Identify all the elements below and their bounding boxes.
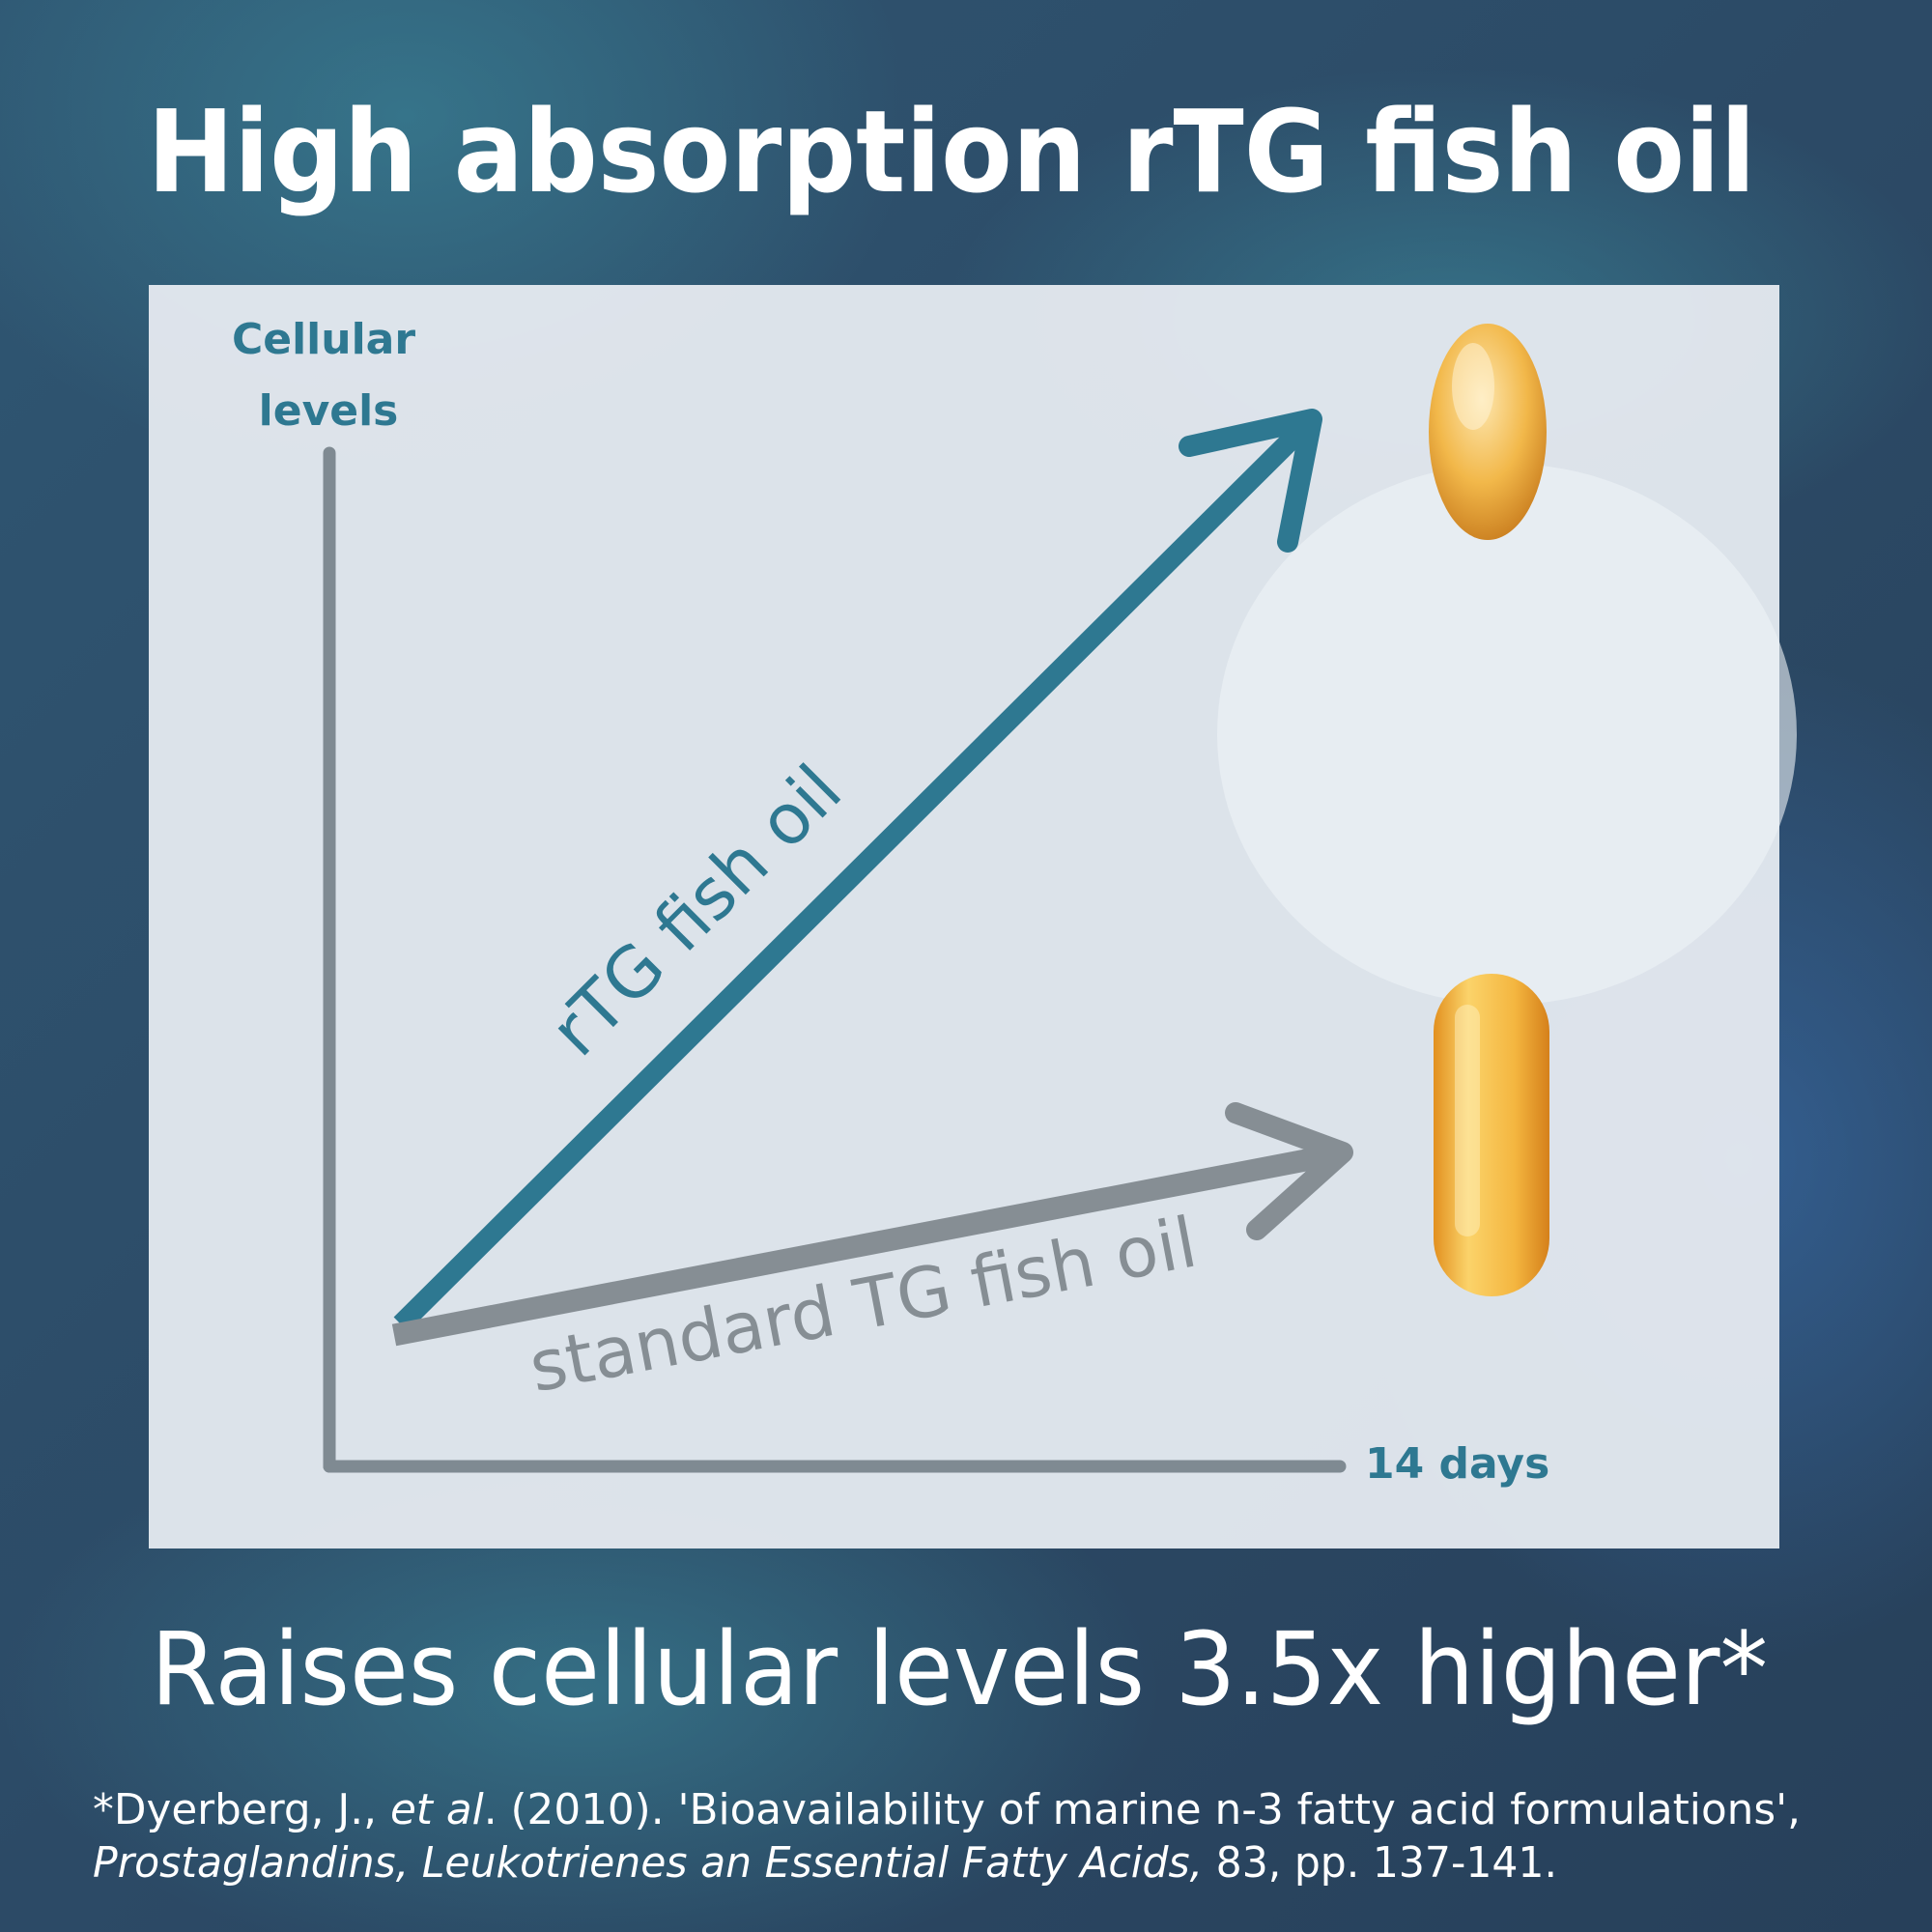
footnote-italic: et al <box>390 1785 485 1834</box>
footnote-text: 83, pp. 137-141. <box>1203 1838 1557 1888</box>
rtg-arrow-line <box>393 417 1314 1332</box>
footnote-text: *Dyerberg, J., <box>93 1785 390 1834</box>
y-axis-label: levels <box>259 386 399 436</box>
footnote-line-2: Prostaglandins, Leukotrienes an Essentia… <box>93 1838 1557 1888</box>
rtg-arrowhead <box>1179 409 1322 553</box>
footnote-text: . (2010). 'Bioavailability of marine n-3… <box>484 1785 1801 1834</box>
footnote-line-1: *Dyerberg, J., et al. (2010). 'Bioavaila… <box>93 1785 1801 1834</box>
x-axis-label: 14 days <box>1365 1439 1549 1489</box>
standard-arrow-line <box>391 1143 1339 1347</box>
standard-arrowhead <box>1225 1102 1353 1240</box>
oval-capsule-icon <box>1429 324 1547 540</box>
panel-highlight <box>1217 464 1797 1005</box>
page-title: High absorption rTG fish oil <box>148 85 1756 218</box>
y-axis-label: Cellular <box>232 315 415 364</box>
footnote-journal: Prostaglandins, Leukotrienes an Essentia… <box>93 1838 1203 1888</box>
oblong-softgel-icon <box>1434 974 1549 1296</box>
subtitle: Raises cellular levels 3.5x higher* <box>151 1610 1768 1728</box>
